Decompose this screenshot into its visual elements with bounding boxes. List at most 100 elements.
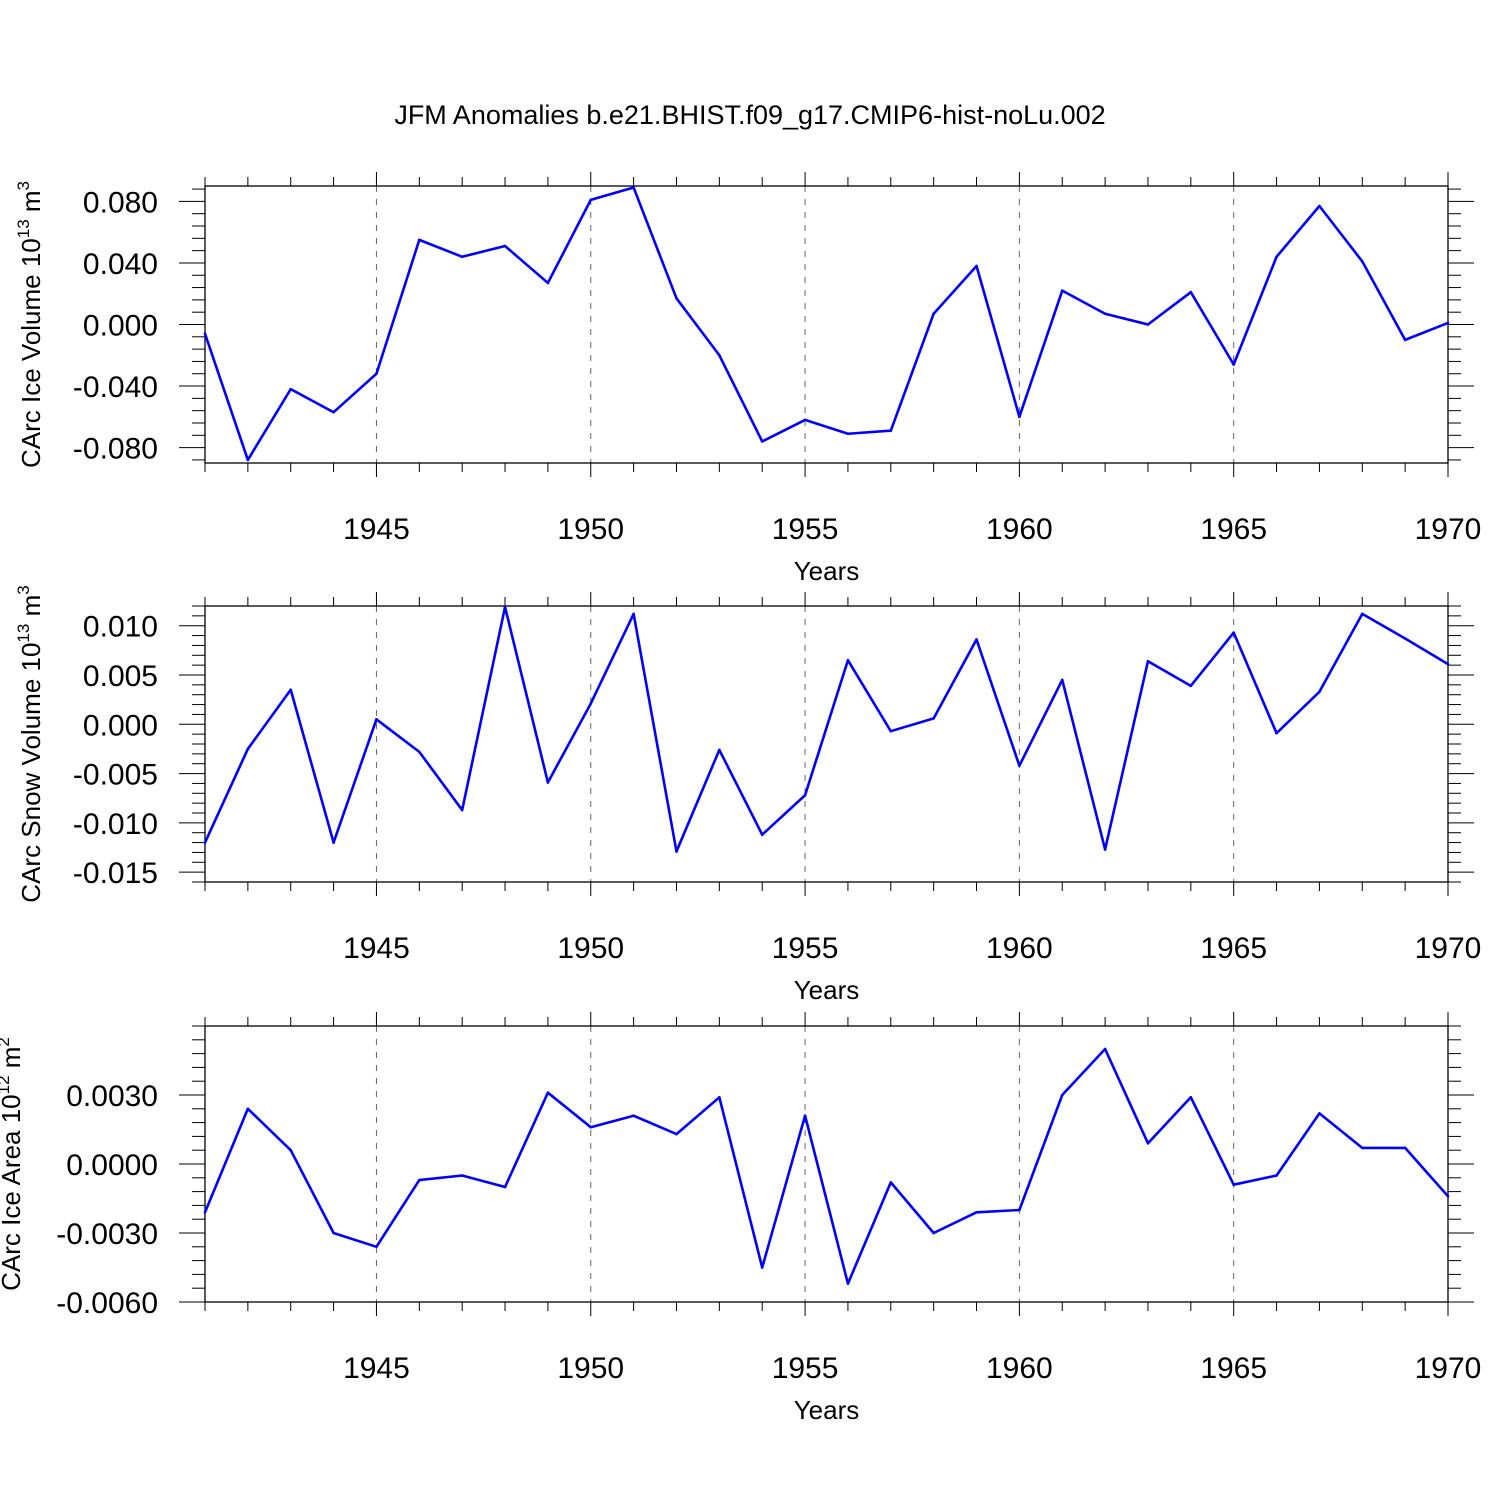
data-point: [589, 702, 593, 705]
data-point: [718, 353, 721, 357]
data-point: [1103, 848, 1107, 851]
x-tick-label: 1960: [986, 1352, 1053, 1385]
data-point: [1232, 1183, 1235, 1186]
data-point: [932, 717, 935, 720]
data-point: [1275, 731, 1278, 735]
x-tick-label: 1955: [772, 1352, 839, 1385]
x-tick-label: 1955: [772, 932, 839, 965]
data-point: [203, 1211, 207, 1214]
data-point: [760, 440, 764, 443]
data-point: [1360, 612, 1364, 616]
data-point: [1446, 321, 1450, 325]
y-axis-title-unit-exponent: 3: [14, 181, 33, 190]
x-tick-label: 1960: [986, 932, 1053, 965]
data-point: [332, 410, 335, 414]
x-tick-label: 1950: [557, 513, 624, 546]
data-point: [760, 1266, 764, 1269]
data-point: [632, 186, 635, 189]
data-point: [332, 841, 335, 844]
data-point: [546, 281, 550, 285]
y-axis-title-exponent: 12: [0, 1075, 13, 1094]
data-point: [203, 332, 207, 336]
data-point: [1018, 415, 1021, 419]
data-point: [1018, 1208, 1021, 1212]
data-point: [1146, 1142, 1150, 1145]
y-tick-label: -0.015: [73, 857, 158, 890]
data-point: [975, 264, 978, 268]
data-point: [1146, 659, 1150, 663]
x-tick-label: 1945: [343, 1352, 410, 1385]
x-tick-label: 1955: [772, 513, 839, 546]
data-point: [246, 747, 250, 751]
data-point: [460, 1174, 464, 1177]
y-axis-title: CArc Ice Volume 1013 m3: [14, 181, 46, 468]
data-point: [803, 1114, 807, 1117]
data-point: [675, 297, 678, 300]
x-tick-label: 1945: [343, 513, 410, 546]
data-point: [418, 1178, 421, 1182]
data-point: [289, 387, 293, 391]
data-point: [975, 638, 978, 641]
data-point: [546, 1091, 550, 1094]
plot-frame: [204, 605, 1449, 883]
data-point: [1146, 323, 1150, 326]
y-axis-title-main: CArc Snow Volume 10: [16, 643, 46, 903]
y-tick-label: -0.0030: [56, 1218, 158, 1251]
data-point: [1446, 662, 1450, 666]
data-point: [1232, 363, 1235, 366]
data-point: [1360, 260, 1364, 263]
x-tick-label: 1950: [557, 1352, 624, 1385]
data-point: [889, 429, 893, 432]
y-axis-title-unit: m: [0, 1047, 26, 1076]
y-axis-title: CArc Ice Area 1012 m2: [0, 1037, 26, 1291]
data-point: [675, 850, 678, 853]
data-point: [718, 1096, 721, 1099]
y-tick-label: 0.0030: [66, 1080, 158, 1113]
data-point: [1060, 1093, 1064, 1097]
x-tick-label: 1970: [1415, 513, 1482, 546]
y-axis-title-exponent: 13: [14, 219, 33, 238]
y-tick-label: 0.0000: [66, 1149, 158, 1182]
y-tick-label: 0.010: [83, 611, 158, 644]
x-axis-title: Years: [794, 975, 860, 1005]
y-tick-label: 0.040: [83, 248, 158, 281]
y-axis-title-unit-exponent: 3: [14, 585, 33, 594]
data-point: [203, 841, 207, 844]
data-point: [1103, 1047, 1107, 1051]
chart-panel-2: 1945 1950 1955 1960 1965 1970 0.010 0.005 0.000 -…: [14, 585, 1481, 1005]
data-point: [1103, 312, 1107, 316]
y-tick-label: 0.000: [83, 310, 158, 343]
data-point: [1318, 204, 1321, 208]
data-point: [503, 1185, 507, 1189]
data-point: [1189, 684, 1193, 688]
panels: 1945 1950 1955 1960 1965 1970 0.080 0.040 0.000 -…: [0, 172, 1481, 1425]
data-point: [675, 1132, 678, 1136]
data-point: [503, 605, 507, 609]
x-tick-label: 1970: [1415, 1352, 1482, 1385]
data-point: [846, 1282, 850, 1285]
data-point: [803, 793, 807, 797]
y-axis-title-unit-exponent: 2: [0, 1037, 13, 1046]
y-tick-label: 0.000: [83, 709, 158, 742]
y-axis-title: CArc Snow Volume 1013 m3: [14, 585, 46, 902]
data-point: [589, 1125, 593, 1129]
data-point: [1403, 637, 1407, 640]
data-point: [889, 729, 893, 733]
data-point: [1318, 690, 1321, 694]
data-point: [246, 458, 250, 462]
data-point: [1275, 1174, 1278, 1177]
x-tick-label: 1970: [1415, 932, 1482, 965]
chart-panel-1: 1945 1950 1955 1960 1965 1970 0.080 0.040 0.000 -…: [14, 172, 1481, 586]
figure-title: JFM Anomalies b.e21.BHIST.f09_g17.CMIP6-…: [394, 100, 1105, 130]
data-line: [203, 1047, 1449, 1285]
data-point: [1403, 1146, 1407, 1150]
data-line: [203, 186, 1449, 462]
data-point: [375, 1245, 378, 1249]
x-tick-label: 1965: [1200, 513, 1267, 546]
x-tick-label: 1950: [557, 932, 624, 965]
data-point: [1018, 764, 1021, 767]
y-axis-title-exponent: 13: [14, 624, 33, 643]
data-point: [246, 1107, 250, 1111]
data-point: [503, 244, 507, 248]
